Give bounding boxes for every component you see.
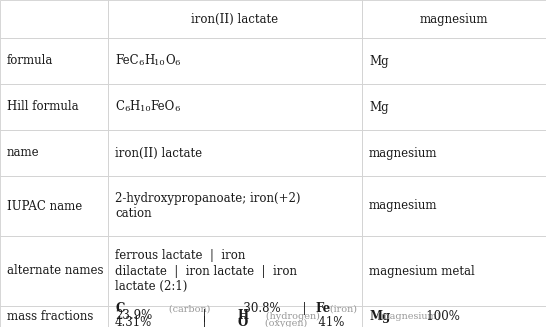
- Text: magnesium: magnesium: [369, 146, 437, 160]
- Bar: [0, 84, 108, 130]
- Text: 10: 10: [140, 105, 150, 113]
- Text: 100%: 100%: [424, 310, 460, 323]
- Text: 2-hydroxypropanoate; iron(+2)
cation: 2-hydroxypropanoate; iron(+2) cation: [115, 192, 300, 220]
- Bar: [0, 0, 108, 38]
- Text: FeC: FeC: [115, 55, 139, 67]
- Bar: [362, 176, 546, 236]
- Text: (carbon): (carbon): [167, 304, 210, 314]
- Text: 6: 6: [175, 60, 180, 67]
- Bar: [0, 306, 108, 327]
- Text: H: H: [129, 100, 140, 113]
- Bar: [108, 38, 362, 84]
- Text: (oxygen): (oxygen): [263, 318, 307, 327]
- Text: IUPAC name: IUPAC name: [7, 199, 82, 213]
- Text: (iron): (iron): [328, 304, 357, 314]
- Text: 41%: 41%: [316, 317, 345, 327]
- Text: (hydrogen): (hydrogen): [264, 311, 319, 320]
- Text: O: O: [165, 55, 175, 67]
- Text: 6: 6: [175, 105, 180, 113]
- Bar: [362, 130, 546, 176]
- Bar: [362, 0, 546, 38]
- Bar: [108, 84, 362, 130]
- Bar: [0, 176, 108, 236]
- Text: 6: 6: [124, 105, 129, 113]
- Text: mass fractions: mass fractions: [7, 310, 93, 323]
- Text: formula: formula: [7, 55, 54, 67]
- Text: O: O: [238, 317, 248, 327]
- Text: H: H: [238, 309, 249, 322]
- Text: Mg: Mg: [369, 55, 389, 67]
- Text: (magnesium): (magnesium): [376, 312, 441, 321]
- Bar: [362, 236, 546, 306]
- Bar: [0, 38, 108, 84]
- Text: |: |: [294, 302, 313, 316]
- Bar: [0, 236, 108, 306]
- Text: 23.9%: 23.9%: [115, 309, 152, 322]
- Text: magnesium: magnesium: [369, 199, 437, 213]
- Text: magnesium: magnesium: [420, 12, 488, 26]
- Text: name: name: [7, 146, 40, 160]
- Bar: [108, 0, 362, 38]
- Text: Fe: Fe: [316, 302, 331, 316]
- Text: C: C: [115, 100, 124, 113]
- Text: 4.31%: 4.31%: [115, 317, 152, 327]
- Text: Mg: Mg: [369, 100, 389, 113]
- Text: magnesium metal: magnesium metal: [369, 265, 475, 278]
- Bar: [362, 84, 546, 130]
- Text: 6: 6: [139, 60, 144, 67]
- Text: C: C: [115, 302, 124, 316]
- Text: iron(II) lactate: iron(II) lactate: [192, 12, 278, 26]
- Bar: [362, 38, 546, 84]
- Bar: [108, 306, 362, 327]
- Text: |: |: [194, 317, 213, 327]
- Bar: [108, 176, 362, 236]
- Text: 10: 10: [155, 60, 165, 67]
- Text: H: H: [144, 55, 155, 67]
- Bar: [0, 130, 108, 176]
- Bar: [108, 130, 362, 176]
- Bar: [362, 306, 546, 327]
- Text: FeO: FeO: [150, 100, 175, 113]
- Bar: [108, 236, 362, 306]
- Text: iron(II) lactate: iron(II) lactate: [115, 146, 202, 160]
- Text: |: |: [194, 309, 213, 322]
- Text: ferrous lactate  |  iron
dilactate  |  iron lactate  |  iron
lactate (2:1): ferrous lactate | iron dilactate | iron …: [115, 250, 297, 292]
- Text: Hill formula: Hill formula: [7, 100, 79, 113]
- Text: Mg: Mg: [369, 310, 390, 323]
- Text: alternate names: alternate names: [7, 265, 104, 278]
- Text: 30.8%: 30.8%: [241, 302, 281, 316]
